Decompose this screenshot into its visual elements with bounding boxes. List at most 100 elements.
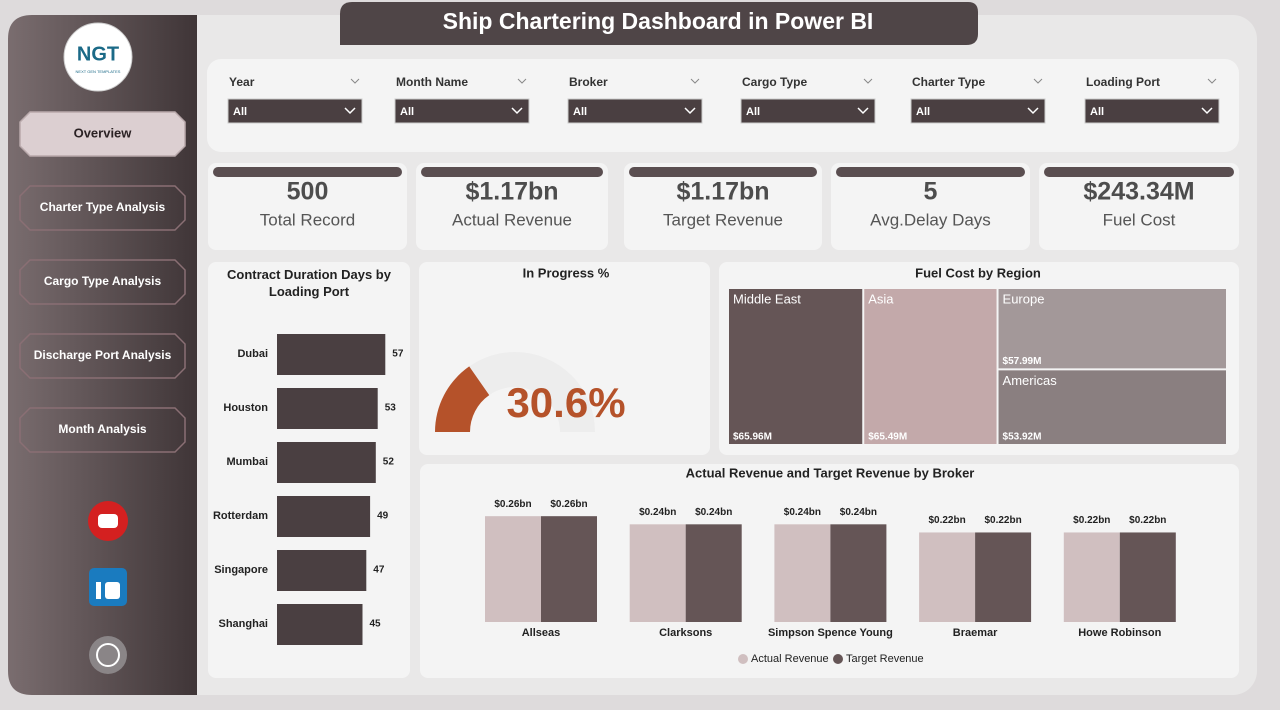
filter-label: Month Name xyxy=(396,75,468,89)
treemap-cell xyxy=(729,289,863,444)
page-title: Ship Chartering Dashboard in Power BI xyxy=(443,8,874,34)
kpi-value: $243.34M xyxy=(1083,178,1194,206)
bar xyxy=(919,532,976,622)
bar xyxy=(685,524,742,622)
bar xyxy=(1119,532,1176,622)
category-label: Houston xyxy=(223,402,268,414)
linkedin-icon-mark xyxy=(96,582,101,599)
filter-dropdown[interactable] xyxy=(227,98,363,124)
kpi-label: Total Record xyxy=(260,210,355,229)
nav-label: Overview xyxy=(74,125,133,140)
kpi-label: Fuel Cost xyxy=(1103,210,1176,229)
filter-chevron xyxy=(344,107,356,115)
bar xyxy=(277,334,386,375)
filter-value: All xyxy=(573,106,587,118)
kpi-strip xyxy=(213,167,402,177)
filter-value: All xyxy=(746,106,760,118)
filter-value: All xyxy=(400,106,414,118)
data-label: 49 xyxy=(377,511,389,522)
data-label: $0.24bn xyxy=(840,507,877,518)
linkedin-icon-mark xyxy=(105,582,120,599)
filter-chevron xyxy=(1207,78,1217,84)
kpi-value: $1.17bn xyxy=(465,178,558,206)
nav-label: Charter Type Analysis xyxy=(40,200,166,214)
chart-panel xyxy=(419,262,710,455)
bar xyxy=(277,604,363,645)
data-label: $0.26bn xyxy=(550,499,587,510)
filter-chevron xyxy=(684,107,696,115)
filter-chevron xyxy=(1201,107,1213,115)
kpi-card xyxy=(624,163,822,250)
nav-button[interactable] xyxy=(19,259,186,305)
filter-chevron xyxy=(863,78,873,84)
kpi-card xyxy=(208,163,407,250)
kpi-value: $1.17bn xyxy=(676,178,769,206)
web-icon[interactable] xyxy=(89,636,127,674)
category-label: Braemar xyxy=(953,627,998,639)
filter-dropdown[interactable] xyxy=(740,98,876,124)
treemap-cell xyxy=(864,289,997,444)
logo-text: NGT xyxy=(77,43,119,65)
kpi-strip xyxy=(421,167,603,177)
nav-button[interactable] xyxy=(19,185,186,231)
chart-title: In Progress % xyxy=(523,265,610,280)
filter-value: All xyxy=(1090,106,1104,118)
nav-label: Month Analysis xyxy=(58,422,147,436)
category-label: Rotterdam xyxy=(213,510,268,522)
kpi-label: Avg.Delay Days xyxy=(870,210,991,229)
filter-dropdown[interactable] xyxy=(567,98,703,124)
gauge-track xyxy=(435,352,595,432)
data-label: $0.22bn xyxy=(1129,515,1166,526)
treemap-cell xyxy=(998,370,1226,444)
filter-chevron xyxy=(517,78,527,84)
nav-label: Cargo Type Analysis xyxy=(44,274,162,288)
category-label: Shanghai xyxy=(218,618,268,630)
bar xyxy=(629,524,686,622)
kpi-strip xyxy=(836,167,1025,177)
legend-label: Target Revenue xyxy=(846,653,924,665)
treemap-value: $65.96M xyxy=(733,432,772,443)
bar xyxy=(485,516,541,622)
treemap-cell xyxy=(998,289,1226,369)
filter-chevron xyxy=(1033,78,1043,84)
bar xyxy=(277,496,371,537)
treemap-label: Middle East xyxy=(733,291,801,306)
kpi-strip xyxy=(1044,167,1234,177)
data-label: 57 xyxy=(392,349,404,360)
nav-button[interactable] xyxy=(19,407,186,453)
filter-chevron xyxy=(857,107,869,115)
category-label: Howe Robinson xyxy=(1078,627,1161,639)
data-label: 52 xyxy=(383,457,395,468)
bar xyxy=(277,442,376,483)
bar xyxy=(830,524,887,622)
filter-label: Charter Type xyxy=(912,75,985,89)
bar xyxy=(774,524,831,622)
chart-title-box: Contract Duration Days by Loading Port xyxy=(227,267,391,299)
treemap-value: $65.49M xyxy=(868,432,907,443)
nav-button[interactable] xyxy=(19,333,186,379)
data-label: $0.24bn xyxy=(639,507,676,518)
filter-value: All xyxy=(233,106,247,118)
filter-value: All xyxy=(916,106,930,118)
data-label: $0.24bn xyxy=(784,507,821,518)
legend-swatch xyxy=(738,654,748,664)
treemap-label: Americas xyxy=(1003,373,1058,388)
bar xyxy=(975,532,1032,622)
category-label: Allseas xyxy=(522,627,561,639)
web-icon-globe xyxy=(96,643,120,667)
bar xyxy=(277,388,378,429)
kpi-strip xyxy=(629,167,817,177)
data-label: 45 xyxy=(370,619,382,630)
bar xyxy=(541,516,597,622)
filter-label: Year xyxy=(229,75,255,89)
filter-dropdown[interactable] xyxy=(910,98,1046,124)
filter-dropdown[interactable] xyxy=(1084,98,1220,124)
gauge-arc xyxy=(435,366,490,432)
kpi-value: 5 xyxy=(924,178,938,206)
gauge-value: 30.6% xyxy=(506,379,625,426)
filter-label: Broker xyxy=(569,75,608,89)
filter-dropdown[interactable] xyxy=(394,98,530,124)
legend-swatch xyxy=(833,654,843,664)
bar xyxy=(277,550,367,591)
nav-button[interactable] xyxy=(19,111,186,157)
